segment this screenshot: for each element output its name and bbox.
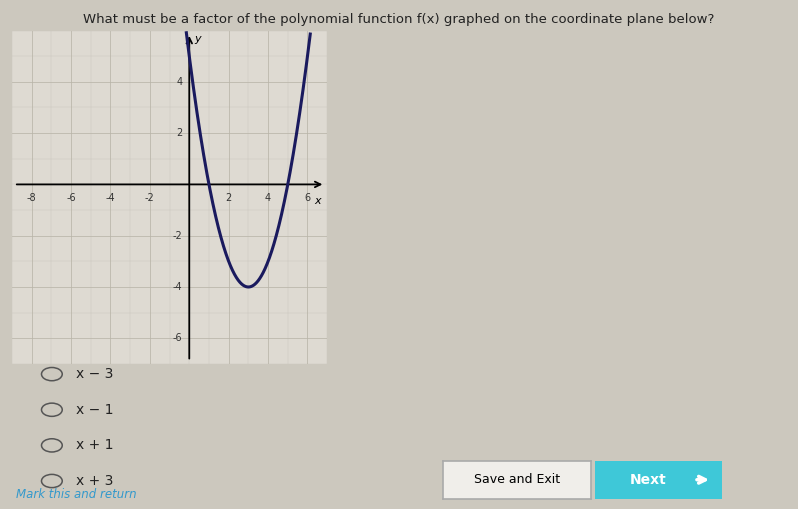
Text: y: y: [194, 35, 201, 44]
Text: x: x: [314, 196, 322, 206]
Text: Save and Exit: Save and Exit: [474, 473, 559, 486]
Text: -4: -4: [105, 193, 115, 204]
Text: -4: -4: [172, 282, 183, 292]
Text: x + 3: x + 3: [76, 474, 113, 488]
Text: -8: -8: [27, 193, 37, 204]
Text: 2: 2: [226, 193, 231, 204]
Text: x − 1: x − 1: [76, 403, 113, 417]
Text: -6: -6: [172, 333, 183, 343]
Text: Next: Next: [630, 473, 666, 487]
Text: -6: -6: [66, 193, 76, 204]
Text: What must be a factor of the polynomial function f(x) graphed on the coordinate : What must be a factor of the polynomial …: [83, 13, 715, 26]
Text: 4: 4: [265, 193, 271, 204]
Text: -2: -2: [145, 193, 155, 204]
Text: 4: 4: [176, 77, 183, 87]
Text: -2: -2: [172, 231, 183, 241]
Text: 6: 6: [304, 193, 310, 204]
Text: x − 3: x − 3: [76, 367, 113, 381]
Text: Mark this and return: Mark this and return: [16, 488, 136, 501]
Text: 2: 2: [176, 128, 183, 138]
Text: x + 1: x + 1: [76, 438, 113, 453]
